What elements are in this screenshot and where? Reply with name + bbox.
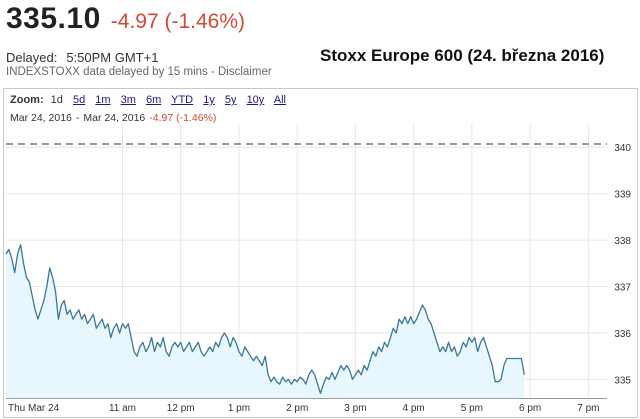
price-line (5, 244, 525, 395)
x-tick-label-5-pm: 5 pm (461, 403, 483, 414)
zoom-option-ytd[interactable]: YTD (171, 94, 194, 106)
zoom-bar: Zoom: 1d 5d 1m 3m 6m YTD 1y 5y 10y All (10, 94, 293, 106)
x-tick-label-2-pm: 2 pm (286, 403, 308, 414)
zoom-option-all[interactable]: All (273, 94, 286, 106)
current-price: 335.10 (6, 2, 101, 35)
zoom-option-5d[interactable]: 5d (72, 94, 86, 106)
range-end: Mar 24, 2016 (83, 112, 146, 124)
delayed-info: Delayed: 5:50PM GMT+1 (6, 50, 158, 65)
y-tick-label-335: 335 (614, 375, 631, 386)
quote-header: 335.10 -4.97 (-1.46%) (6, 2, 245, 36)
zoom-label: Zoom: (10, 94, 44, 106)
zoom-option-10y[interactable]: 10y (246, 94, 265, 106)
x-tick-label-7-pm: 7 pm (577, 403, 599, 414)
date-range: Mar 24, 2016- Mar 24, 2016 -4.97 (-1.46%) (10, 112, 216, 124)
y-tick-label-338: 338 (614, 236, 631, 247)
range-start: Mar 24, 2016 (10, 112, 72, 124)
x-tick-label-11-am: 11 am (109, 403, 136, 414)
zoom-option-6m[interactable]: 6m (145, 94, 162, 106)
x-tick-label-3-pm: 3 pm (344, 403, 366, 414)
source-text: INDEXSTOXX data delayed by 15 mins - (6, 66, 218, 78)
price-chart[interactable]: 335 336 337 338 339 340 Thu Mar 24 11 am 12 pm 1 … (4, 89, 637, 417)
zoom-option-5y[interactable]: 5y (224, 94, 237, 106)
range-change: -4.97 (-1.46%) (149, 112, 217, 124)
x-tick-label-12-pm: 12 pm (167, 403, 195, 414)
x-tick-label-thu-mar-24: Thu Mar 24 (8, 403, 60, 414)
disclaimer-link[interactable]: Disclaimer (218, 66, 272, 78)
zoom-option-1y[interactable]: 1y (203, 94, 215, 106)
delayed-label: Delayed: (6, 50, 58, 65)
x-tick-label-1-pm: 1 pm (228, 403, 250, 414)
x-tick-label-6-pm: 6 pm (519, 403, 541, 414)
y-tick-label-339: 339 (614, 190, 631, 201)
y-tick-label-340: 340 (614, 143, 631, 154)
y-tick-label-337: 337 (614, 283, 631, 294)
delayed-time: 5:50PM GMT+1 (66, 50, 159, 65)
zoom-option-3m[interactable]: 3m (120, 94, 136, 106)
zoom-option-1m[interactable]: 1m (95, 94, 111, 106)
data-source-note: INDEXSTOXX data delayed by 15 mins - Dis… (6, 66, 272, 78)
x-tick-label-4-pm: 4 pm (403, 403, 425, 414)
y-tick-label-336: 336 (614, 329, 631, 340)
zoom-option-1d[interactable]: 1d (50, 94, 63, 106)
price-area-fill (6, 244, 525, 398)
chart-panel: Zoom: 1d 5d 1m 3m 6m YTD 1y 5y 10y All M… (3, 88, 638, 418)
price-change: -4.97 (-1.46%) (110, 10, 245, 33)
range-separator: - (75, 112, 80, 124)
chart-caption: Stoxx Europe 600 (24. března 2016) (320, 46, 605, 65)
